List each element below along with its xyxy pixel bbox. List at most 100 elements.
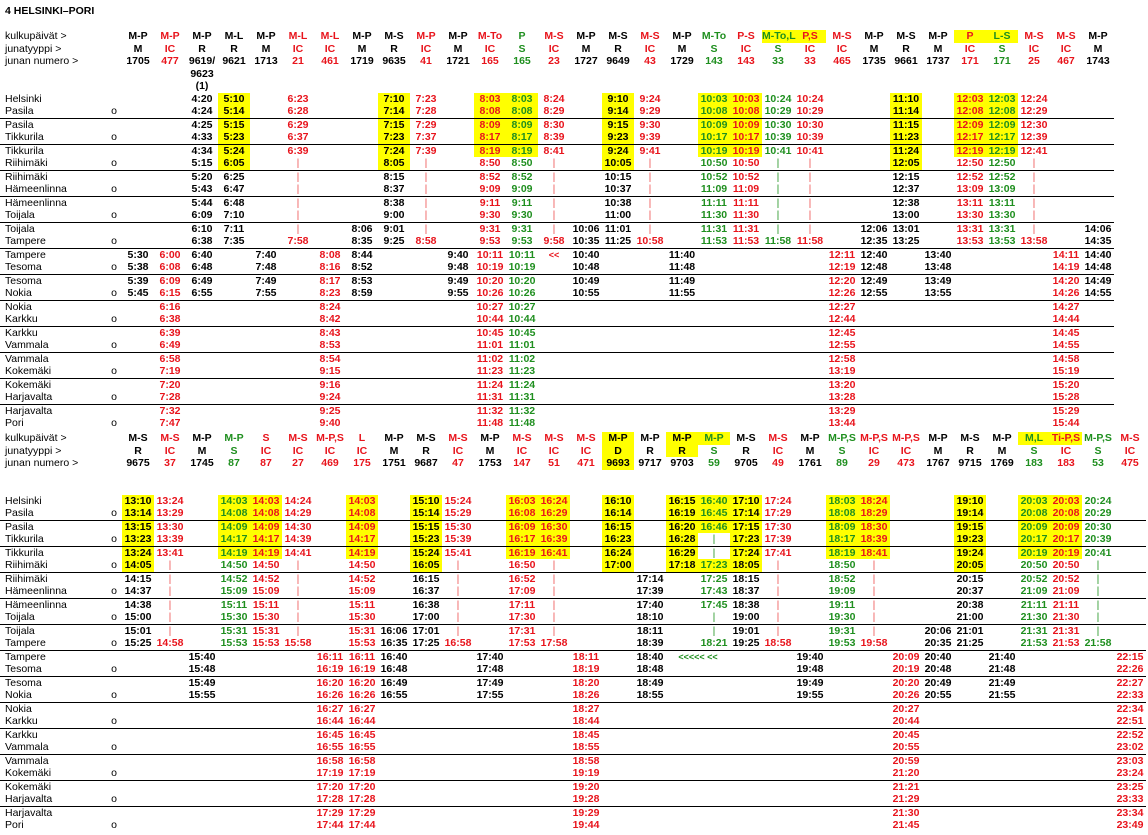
train-days: M-P (416, 30, 436, 43)
time-cell (666, 143, 698, 157)
time-cell (314, 545, 346, 559)
time-cell: 16:30 (538, 519, 570, 533)
time-cell (378, 741, 410, 754)
time-cell (602, 261, 634, 274)
time-cell (186, 597, 218, 611)
time-cell: 9:10 (602, 92, 634, 105)
time-cell: 21:53 (1020, 637, 1048, 650)
time-cell (122, 221, 154, 235)
time-cell (762, 287, 794, 300)
time-cell (954, 261, 986, 274)
pass-through-mark: | (296, 157, 300, 170)
time-cell: 20:15 (954, 571, 986, 585)
time-cell (250, 183, 282, 196)
time-cell: 5:10 (218, 92, 250, 105)
pass-through-mark: | (762, 571, 794, 585)
time-cell: 15:24 (410, 545, 442, 559)
time-cell (954, 701, 986, 715)
station-row: Pasila 13:15 13:30 14:09 14:09 14:30 14:09 15:1… (0, 519, 1146, 533)
time-cell: 20:45 (890, 727, 922, 741)
time-cell (730, 793, 762, 806)
time-cell (1018, 391, 1050, 404)
time-cell (186, 767, 218, 780)
time-cell: 16:37 (412, 585, 440, 598)
time-cell: 5:38 (127, 261, 149, 274)
header-row-num: junan numero >1705 477 9619/9621 1713 21 461 1… (0, 55, 1114, 68)
time-cell: 13:09 (988, 183, 1016, 196)
time-cell (218, 767, 250, 780)
time-cell: 17:20 (346, 779, 378, 793)
train-num2 (250, 68, 282, 81)
train-days: M-P (698, 432, 730, 445)
time-cell (1082, 195, 1114, 209)
time-cell (666, 313, 698, 326)
time-cell (122, 131, 154, 144)
time-cell: 16:55 (348, 741, 376, 754)
train-note (954, 80, 986, 93)
time-cell (1114, 585, 1146, 598)
time-cell (282, 339, 314, 352)
time-cell: 11:02 (474, 351, 506, 365)
train-num: 1727 (574, 55, 598, 68)
time-cell (666, 689, 698, 702)
time-cell: 17:19 (316, 767, 344, 780)
train-num: 469 (321, 457, 339, 470)
time-cell (474, 727, 506, 741)
time-cell: 8:44 (346, 247, 378, 261)
time-cell (410, 689, 442, 702)
train-note (634, 482, 666, 495)
train-note (762, 80, 794, 93)
time-cell (1082, 701, 1114, 715)
time-cell (826, 675, 858, 689)
time-cell: 16:39 (538, 533, 570, 546)
time-cell: 14:45 (1050, 325, 1082, 339)
time-cell (602, 351, 634, 365)
time-cell (186, 585, 218, 598)
time-cell: 19:31 (826, 623, 858, 637)
time-cell (378, 753, 410, 767)
time-cell (186, 519, 218, 533)
train-note (122, 80, 154, 93)
time-cell: 16:55 (380, 689, 408, 702)
time-cell (378, 299, 410, 313)
time-cell (250, 715, 282, 728)
time-cell: 21:55 (988, 689, 1016, 702)
time-cell: 7:23 (415, 92, 437, 105)
time-cell (186, 507, 218, 520)
time-cell (890, 559, 922, 572)
time-cell: 23:49 (1116, 819, 1144, 832)
time-cell: 4:25 (186, 117, 218, 131)
time-cell (506, 805, 538, 819)
time-cell (122, 195, 154, 209)
time-cell (922, 805, 954, 819)
time-cell (986, 417, 1018, 430)
time-cell (858, 325, 890, 339)
time-cell (122, 767, 154, 780)
train-num2 (122, 470, 154, 483)
train-num: 9703 (670, 457, 694, 470)
time-cell: 12:39 (1020, 131, 1048, 144)
station-name: Helsinki (5, 92, 42, 105)
time-cell (602, 287, 634, 300)
train-note (378, 482, 410, 495)
train-num: 1745 (190, 457, 214, 470)
time-cell (314, 571, 346, 585)
time-cell (698, 417, 730, 430)
time-cell (410, 793, 442, 806)
time-cell (954, 325, 986, 339)
time-cell (346, 391, 378, 404)
time-cell: 20:59 (890, 753, 922, 767)
time-cell: 18:29 (858, 507, 890, 520)
time-cell: 8:54 (314, 351, 346, 365)
train-type: R (646, 444, 654, 457)
arrival-mark: o (111, 209, 117, 222)
time-cell (122, 209, 154, 222)
time-cell (442, 339, 474, 352)
time-cell: 8:35 (351, 235, 373, 248)
time-cell: 11:55 (668, 287, 696, 300)
train-days: P-S (737, 30, 755, 43)
timetable-top: kulkupäivät > M-P M-P M-P M-L M-P M-L M-L M-P M-S… (0, 30, 1114, 430)
time-cell: 18:19 (826, 545, 858, 559)
train-num2 (410, 470, 442, 483)
time-cell (954, 819, 986, 832)
